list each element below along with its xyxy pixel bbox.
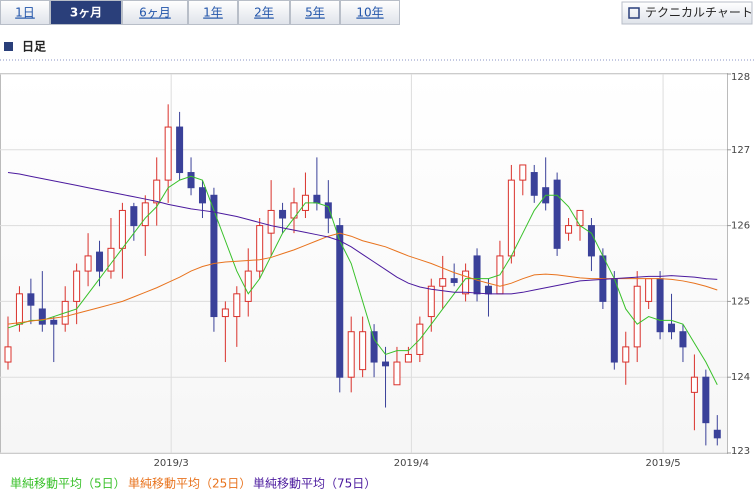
candle-body — [473, 255, 481, 295]
tab-label[interactable]: 10年 — [356, 6, 383, 20]
technical-button-label[interactable]: テクニカルチャート — [645, 6, 753, 20]
candle-body — [153, 179, 161, 204]
tab[interactable] — [290, 0, 340, 25]
candle-body — [347, 331, 355, 378]
candle-body — [130, 206, 138, 227]
candle-body — [622, 346, 630, 363]
candle-body — [587, 225, 595, 257]
candle-body — [267, 209, 275, 234]
candle-body — [336, 225, 344, 378]
candle-body — [324, 202, 332, 219]
candle-body — [633, 285, 641, 348]
tab-label[interactable]: 1年 — [203, 6, 223, 20]
section-title: 日足 — [22, 40, 46, 54]
candle-body — [450, 278, 458, 283]
candle-body — [221, 308, 229, 318]
candle-body — [15, 293, 23, 325]
moving-average — [7, 232, 718, 325]
candle-body — [702, 376, 710, 424]
y-tick-label: 125 — [731, 296, 750, 307]
candle-body — [27, 293, 35, 306]
tab-label[interactable]: 3ヶ月 — [70, 6, 102, 20]
tab[interactable] — [50, 0, 122, 25]
candle-body — [244, 270, 252, 302]
candle-body — [393, 361, 401, 386]
x-tick-label: 2019/5 — [645, 458, 680, 469]
y-tick-label: 126 — [731, 221, 750, 232]
technical-button[interactable] — [621, 1, 753, 25]
candle-body — [370, 331, 378, 363]
chart: 123 124 125 126 127 128 2019/3 2019/4 2019/5 単純移動… — [0, 72, 750, 491]
y-tick-label: 123 — [731, 446, 750, 457]
candle-body — [210, 194, 218, 318]
candle-body — [73, 270, 81, 302]
candle-body — [645, 278, 653, 302]
candle-body — [118, 209, 126, 249]
candle-body — [690, 376, 698, 393]
section-icon — [4, 42, 13, 51]
candle-body — [576, 209, 584, 227]
candle-body — [484, 285, 492, 295]
tab[interactable] — [188, 0, 238, 25]
candle-body — [198, 187, 206, 204]
candle-body — [187, 172, 195, 189]
candle-body — [713, 429, 721, 439]
candle-body — [462, 270, 470, 295]
candle-body — [553, 179, 561, 249]
y-tick-label: 124 — [731, 372, 750, 383]
candle-body — [530, 172, 538, 196]
tab-label[interactable]: 6ヶ月 — [139, 6, 171, 20]
candle-body — [107, 247, 115, 272]
candle-body — [84, 255, 92, 272]
candle-body — [668, 323, 676, 333]
tab[interactable] — [122, 0, 188, 25]
candle-body — [359, 331, 367, 371]
candle-body — [38, 308, 46, 325]
candle-body — [427, 285, 435, 318]
y-tick-label: 127 — [731, 145, 750, 156]
candle-body — [141, 202, 149, 227]
candle-body — [176, 126, 184, 174]
candle-body — [96, 251, 104, 272]
tab-bar: 1日 3ヶ月 6ヶ月 1年 2年 5年 10年 — [0, 0, 400, 25]
candle-body — [382, 361, 390, 367]
tab[interactable] — [340, 0, 400, 25]
tab-label[interactable]: 5年 — [305, 6, 325, 20]
moving-average — [7, 175, 718, 386]
candle-body — [565, 225, 573, 234]
candle-body — [507, 179, 515, 257]
tab[interactable] — [238, 0, 290, 25]
candle-body — [50, 319, 58, 325]
candle-body — [519, 164, 527, 181]
candle-body — [256, 225, 264, 272]
candle-body — [679, 331, 687, 348]
candle-body — [656, 278, 664, 333]
button-icon — [628, 7, 640, 19]
x-tick-label: 2019/4 — [394, 458, 429, 469]
candle-body — [439, 278, 447, 287]
legend-entry: 単純移動平均（5日） — [10, 477, 126, 491]
tab-label[interactable]: 2年 — [254, 6, 274, 20]
candle-body — [313, 194, 321, 204]
x-tick-label: 2019/3 — [154, 458, 189, 469]
candle-body — [4, 346, 12, 363]
candle-body — [164, 126, 172, 181]
tab[interactable] — [0, 0, 50, 25]
moving-average — [7, 172, 718, 295]
legend-entry: 単純移動平均（75日） — [253, 477, 376, 491]
candle-body — [610, 278, 618, 363]
candle-body — [404, 353, 412, 363]
candle-body — [233, 293, 241, 318]
tab-label[interactable]: 1日 — [15, 6, 35, 20]
candle-body — [279, 209, 287, 219]
legend-entry: 単純移動平均（25日） — [128, 477, 251, 491]
y-tick-label: 128 — [731, 72, 750, 83]
